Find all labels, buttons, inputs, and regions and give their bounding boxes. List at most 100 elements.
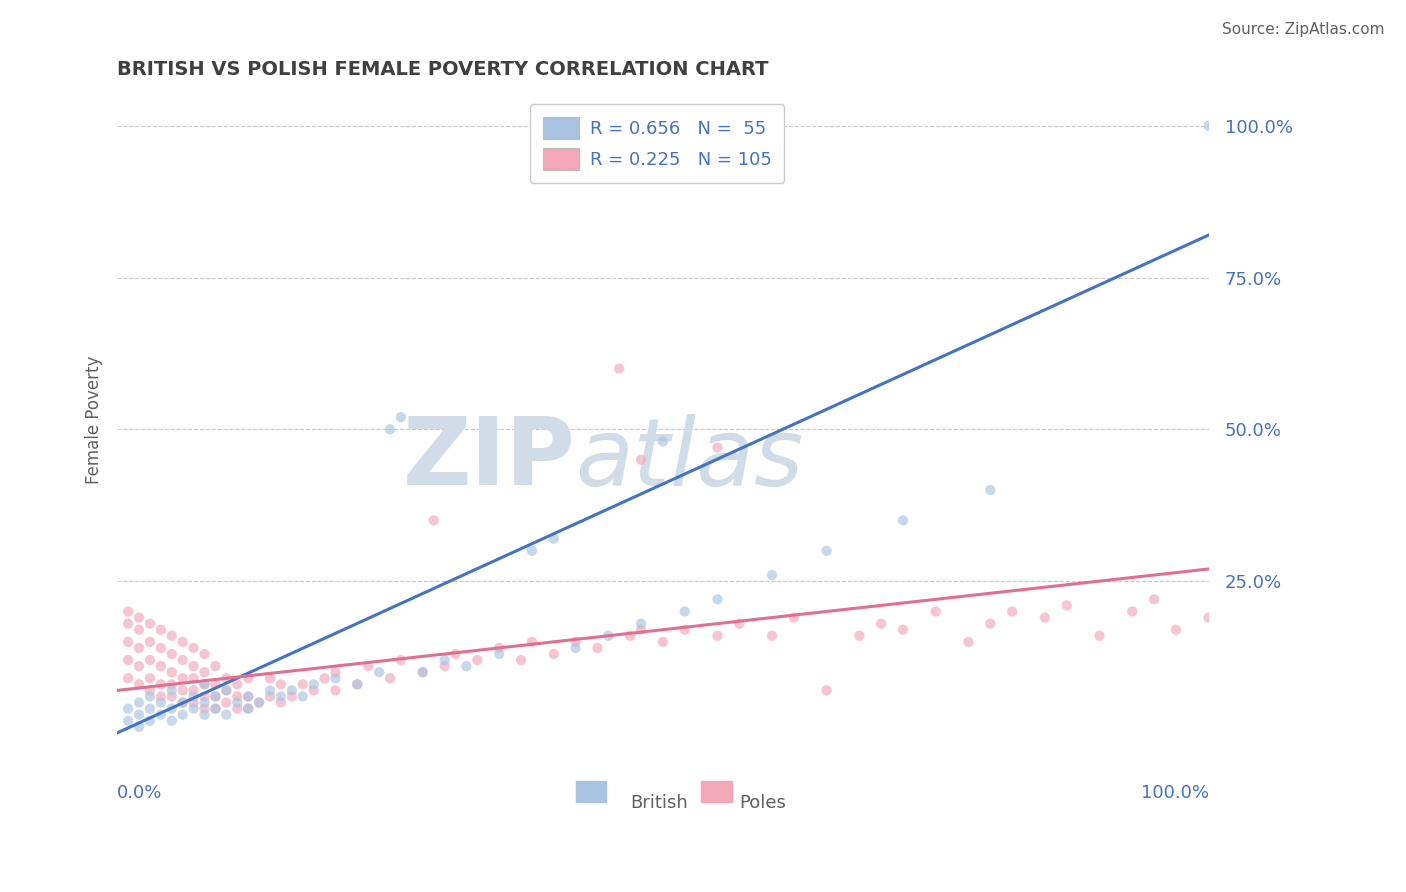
Point xyxy=(444,647,467,661)
Text: BRITISH VS POLISH FEMALE POVERTY CORRELATION CHART: BRITISH VS POLISH FEMALE POVERTY CORRELA… xyxy=(117,60,769,78)
Y-axis label: Female Poverty: Female Poverty xyxy=(86,356,103,484)
Point xyxy=(183,696,205,710)
Point xyxy=(149,690,172,704)
Point xyxy=(728,616,751,631)
Point xyxy=(215,671,238,685)
Point xyxy=(204,677,226,691)
Point xyxy=(149,640,172,655)
Point xyxy=(204,701,226,715)
Point xyxy=(520,635,543,649)
Point xyxy=(543,647,565,661)
Point xyxy=(1164,623,1187,637)
Point xyxy=(598,629,620,643)
Point xyxy=(172,683,194,698)
Point xyxy=(488,647,510,661)
Point xyxy=(281,690,304,704)
Text: British: British xyxy=(630,794,688,812)
Point xyxy=(117,605,139,619)
Point xyxy=(226,677,249,691)
Point xyxy=(259,671,281,685)
Point xyxy=(183,640,205,655)
Point xyxy=(139,653,162,667)
Point xyxy=(706,441,728,455)
Point xyxy=(259,690,281,704)
Point xyxy=(302,677,325,691)
Point xyxy=(456,659,478,673)
Point xyxy=(139,683,162,698)
Text: ZIP: ZIP xyxy=(402,413,575,505)
Point xyxy=(706,629,728,643)
Point xyxy=(1056,599,1078,613)
Point xyxy=(172,707,194,722)
Point xyxy=(848,629,870,643)
Point xyxy=(1198,610,1220,624)
Point xyxy=(139,671,162,685)
Point xyxy=(1143,592,1166,607)
Point xyxy=(270,677,292,691)
Point xyxy=(925,605,948,619)
Point xyxy=(238,701,260,715)
Point xyxy=(215,696,238,710)
Point xyxy=(891,623,914,637)
Point xyxy=(204,659,226,673)
Point xyxy=(183,690,205,704)
Point xyxy=(1033,610,1056,624)
Point xyxy=(325,683,347,698)
Point xyxy=(270,696,292,710)
Point xyxy=(761,568,783,582)
Point xyxy=(160,714,183,728)
Point xyxy=(193,707,215,722)
Point xyxy=(619,629,641,643)
Point xyxy=(412,665,434,680)
Point xyxy=(117,635,139,649)
Point xyxy=(673,605,696,619)
Point xyxy=(139,616,162,631)
Point xyxy=(1001,605,1024,619)
Point xyxy=(979,483,1001,497)
Point xyxy=(183,659,205,673)
Point xyxy=(193,665,215,680)
Point xyxy=(226,696,249,710)
Point xyxy=(467,653,489,667)
Point xyxy=(128,623,150,637)
Text: 100.0%: 100.0% xyxy=(1140,784,1209,802)
Point xyxy=(183,683,205,698)
Legend: R = 0.656   N =  55, R = 0.225   N = 105: R = 0.656 N = 55, R = 0.225 N = 105 xyxy=(530,104,785,183)
Point xyxy=(1088,629,1111,643)
Point xyxy=(160,677,183,691)
Point xyxy=(193,690,215,704)
Point xyxy=(389,410,412,425)
Point xyxy=(412,665,434,680)
Point xyxy=(815,543,838,558)
Point xyxy=(389,653,412,667)
Point xyxy=(160,665,183,680)
Point xyxy=(1198,119,1220,133)
Point xyxy=(247,696,270,710)
Point xyxy=(520,543,543,558)
Point xyxy=(979,616,1001,631)
Point xyxy=(149,707,172,722)
Point xyxy=(160,683,183,698)
Point xyxy=(957,635,980,649)
Point xyxy=(226,701,249,715)
Point xyxy=(422,513,444,527)
Point xyxy=(433,659,456,673)
Point xyxy=(149,659,172,673)
Point xyxy=(543,532,565,546)
Point xyxy=(139,635,162,649)
Point xyxy=(160,690,183,704)
Point xyxy=(204,690,226,704)
Point xyxy=(139,690,162,704)
Point xyxy=(270,690,292,704)
Point xyxy=(117,701,139,715)
Point xyxy=(128,659,150,673)
Point xyxy=(238,671,260,685)
Point xyxy=(139,714,162,728)
Point xyxy=(117,653,139,667)
Point xyxy=(160,647,183,661)
Point xyxy=(238,690,260,704)
Point xyxy=(128,707,150,722)
Point xyxy=(149,696,172,710)
Point xyxy=(651,635,673,649)
Point xyxy=(488,640,510,655)
